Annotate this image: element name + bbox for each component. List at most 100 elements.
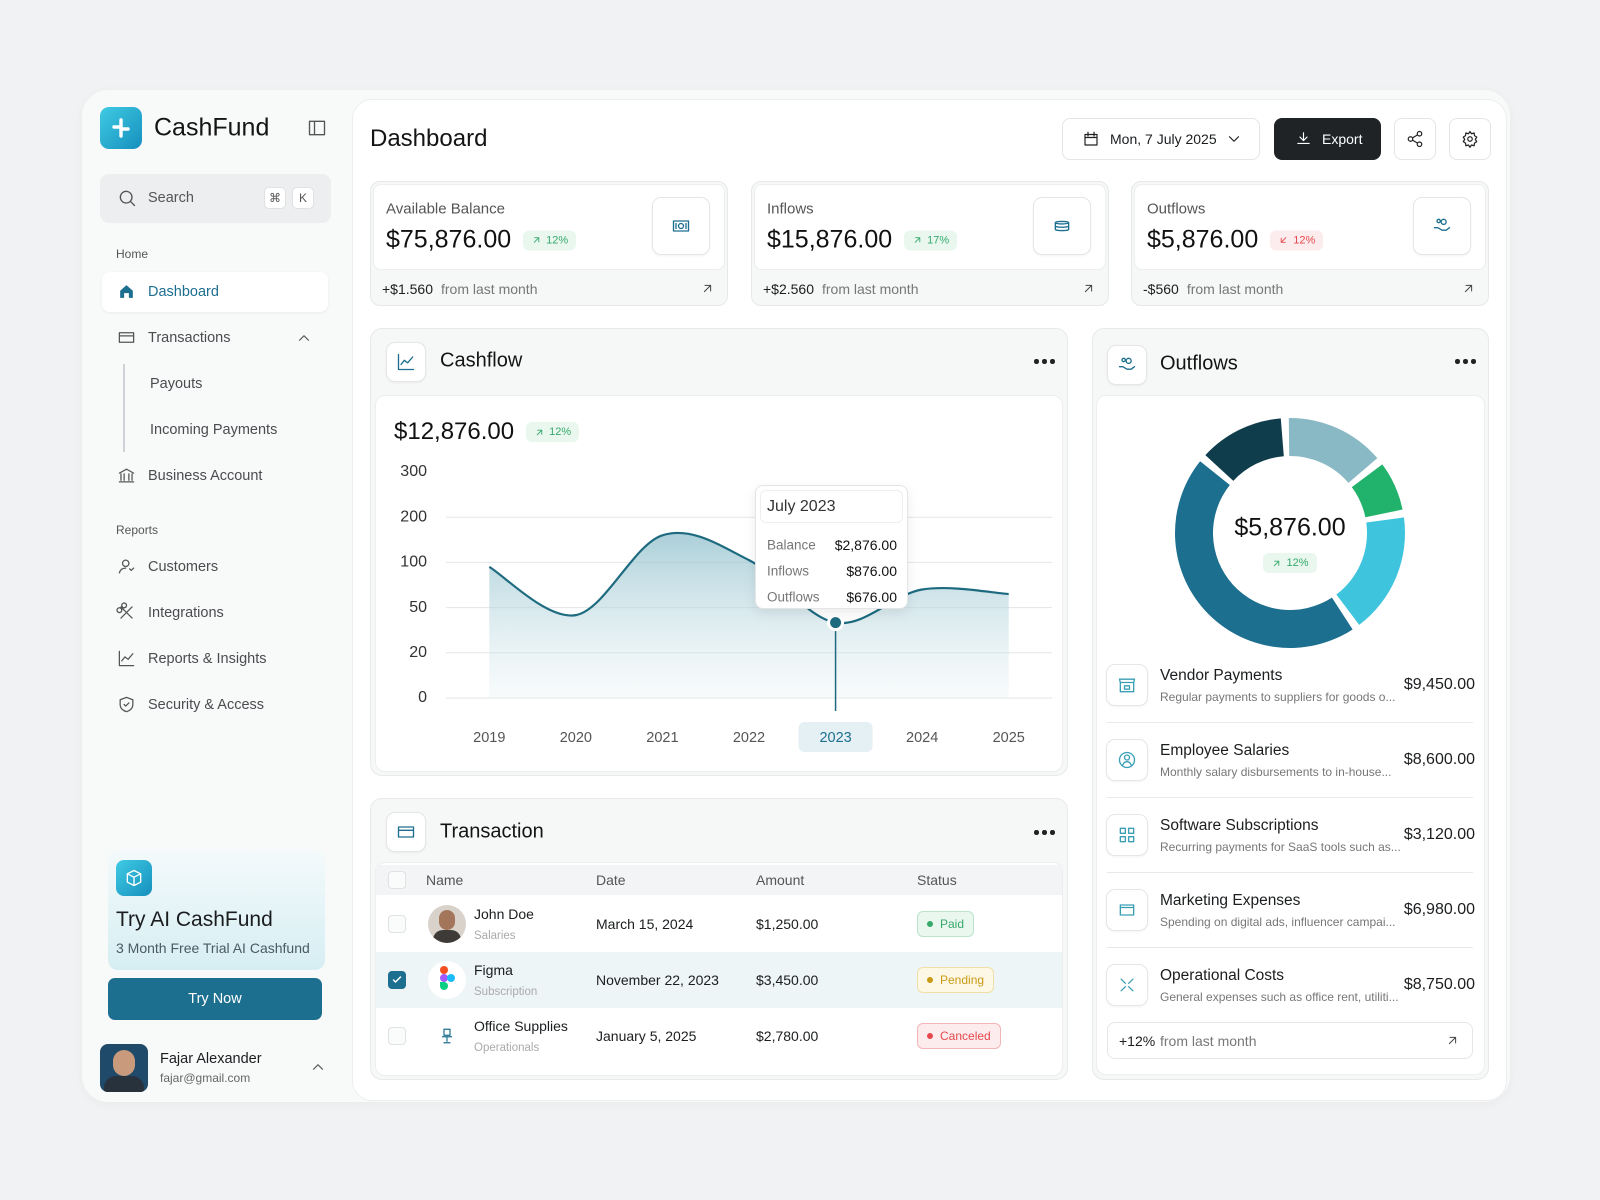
nav-item[interactable]: Security & Access (148, 697, 265, 713)
icon (397, 826, 415, 838)
icon-shape (392, 976, 402, 983)
nav-item[interactable]: Customers (148, 559, 219, 575)
row-avatar (428, 905, 466, 943)
icon (1433, 218, 1451, 231)
icon (914, 237, 921, 243)
icon-shape (1464, 284, 1473, 293)
icon (1118, 357, 1136, 370)
icon-shape (308, 120, 326, 136)
status-dot (927, 921, 933, 927)
more-dot[interactable] (1034, 359, 1039, 364)
nav-item[interactable]: Payouts (150, 376, 203, 392)
icon (441, 1028, 453, 1044)
item-amount: $8,750.00 (1403, 976, 1475, 993)
icon-shape (1274, 560, 1280, 566)
promo-card: Try AI CashFund 3 Month Free Trial AI Cas… (108, 850, 325, 970)
page-title: Dashboard (370, 125, 488, 152)
section-label: Home (116, 247, 149, 261)
section-label: Reports (116, 523, 159, 537)
more-dot[interactable] (1042, 830, 1047, 835)
tooltip-label: Inflows (767, 563, 810, 579)
promo-title: Try AI CashFund (116, 908, 273, 931)
nav-item[interactable]: Business Account (148, 468, 263, 484)
export-button[interactable]: Export (1274, 118, 1381, 160)
icon-shape (1228, 136, 1240, 142)
item-name: Software Subscriptions (1160, 817, 1319, 834)
icon (1084, 284, 1093, 293)
row-name: Office Supplies (474, 1018, 568, 1034)
stat-value: $15,876.00 (767, 225, 893, 254)
stat-footer: +$2.560 from last month (763, 281, 918, 297)
more-dot[interactable] (1463, 359, 1468, 364)
more-dot[interactable] (1042, 359, 1047, 364)
icon-box (1107, 345, 1147, 385)
more-dot[interactable] (1034, 830, 1039, 835)
icon-shape (533, 237, 540, 243)
row-avatar (428, 961, 466, 999)
try-now-button[interactable]: Try Now (108, 978, 322, 1020)
item-amount: $6,980.00 (1403, 901, 1475, 918)
row-date: November 22, 2023 (596, 972, 719, 988)
icon-shape (120, 285, 133, 298)
item-amount: $9,450.00 (1403, 676, 1475, 693)
nav-item[interactable]: Incoming Payments (150, 422, 278, 438)
shortcut-key: K (292, 187, 314, 209)
icon (1464, 284, 1473, 293)
row-category: Salaries (474, 930, 516, 942)
status-text: Pending (940, 973, 985, 987)
icon-shape (914, 237, 921, 243)
icon-shape (1120, 978, 1134, 992)
search-placeholder: Search (148, 190, 194, 206)
stat-label: Inflows (767, 200, 814, 218)
stat-note: from last month (1186, 281, 1284, 297)
change-text: 12% (546, 234, 569, 246)
icon-shape (1118, 751, 1136, 769)
promo-icon (116, 860, 152, 896)
nav-item[interactable]: Dashboard (148, 284, 219, 300)
more-dot[interactable] (1471, 359, 1476, 364)
icon (1119, 904, 1135, 916)
icon (126, 869, 142, 887)
checkbox[interactable] (388, 971, 406, 989)
icon-button[interactable] (1394, 118, 1436, 160)
item-separator (1107, 797, 1473, 798)
icon (118, 650, 135, 667)
nav-item[interactable]: Integrations (148, 605, 224, 621)
figma-dot (447, 974, 455, 982)
icon-shape (116, 602, 133, 619)
icon-shape (1084, 131, 1098, 146)
more-dot[interactable] (1050, 359, 1055, 364)
icon-box (1106, 664, 1148, 706)
stat-note: from last month (441, 281, 538, 297)
outflows-card (1096, 395, 1485, 1075)
user-avatar (100, 1044, 148, 1092)
user-email: fajar@gmail.com (160, 1071, 251, 1085)
icon-shape (118, 332, 135, 343)
icon (116, 602, 133, 619)
checkbox[interactable] (388, 871, 406, 889)
icon-shape (118, 650, 135, 667)
change-text: 17% (927, 234, 950, 246)
icon-shape (1462, 130, 1478, 148)
icon-shape (1119, 827, 1135, 843)
nav-item[interactable]: Transactions (148, 330, 231, 346)
icon-box (1033, 197, 1091, 255)
icon-shape (118, 559, 135, 574)
search-box[interactable]: Search ⌘ K (100, 174, 331, 223)
more-dot[interactable] (1455, 359, 1460, 364)
nav-item[interactable]: Reports & Insights (148, 651, 267, 667)
user-name: Fajar Alexander (160, 1051, 262, 1067)
more-dot[interactable] (1050, 830, 1055, 835)
change-badge: 12% (1270, 230, 1324, 250)
icon-shape (298, 335, 310, 341)
icon (1274, 560, 1280, 566)
icon-button[interactable] (1449, 118, 1491, 160)
icon (112, 118, 130, 138)
icon (1462, 130, 1478, 148)
item-desc: Monthly salary disbursements to in-house… (1160, 765, 1392, 779)
checkbox[interactable] (388, 915, 406, 933)
checkbox[interactable] (388, 1027, 406, 1045)
date-picker[interactable]: Mon, 7 July 2025 (1062, 118, 1260, 160)
icon-box (1106, 964, 1148, 1006)
